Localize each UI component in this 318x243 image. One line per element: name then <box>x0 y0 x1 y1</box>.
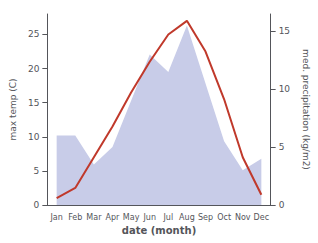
svg-text:max temp (C): max temp (C) <box>8 78 18 140</box>
svg-text:0: 0 <box>34 200 40 210</box>
svg-text:10: 10 <box>28 132 40 142</box>
svg-text:med. precipitation (kg/m2): med. precipitation (kg/m2) <box>301 49 311 170</box>
svg-text:5: 5 <box>34 166 40 176</box>
svg-text:Feb: Feb <box>68 213 82 222</box>
svg-text:15: 15 <box>28 98 39 108</box>
svg-text:date (month): date (month) <box>122 225 196 236</box>
svg-text:Jun: Jun <box>142 213 156 222</box>
svg-text:Jul: Jul <box>162 213 173 222</box>
svg-text:May: May <box>123 213 140 222</box>
svg-text:25: 25 <box>28 29 39 39</box>
svg-text:Apr: Apr <box>106 213 121 222</box>
svg-text:Aug: Aug <box>179 213 195 222</box>
svg-text:Sep: Sep <box>198 213 213 222</box>
svg-text:Dec: Dec <box>254 213 269 222</box>
svg-text:Oct: Oct <box>217 213 231 222</box>
svg-text:15: 15 <box>279 26 290 36</box>
svg-text:0: 0 <box>279 200 285 210</box>
svg-text:Jan: Jan <box>49 213 62 222</box>
svg-text:20: 20 <box>28 64 40 74</box>
svg-text:5: 5 <box>279 142 285 152</box>
svg-text:10: 10 <box>279 84 291 94</box>
svg-text:Mar: Mar <box>86 213 102 222</box>
svg-text:Nov: Nov <box>235 213 251 222</box>
